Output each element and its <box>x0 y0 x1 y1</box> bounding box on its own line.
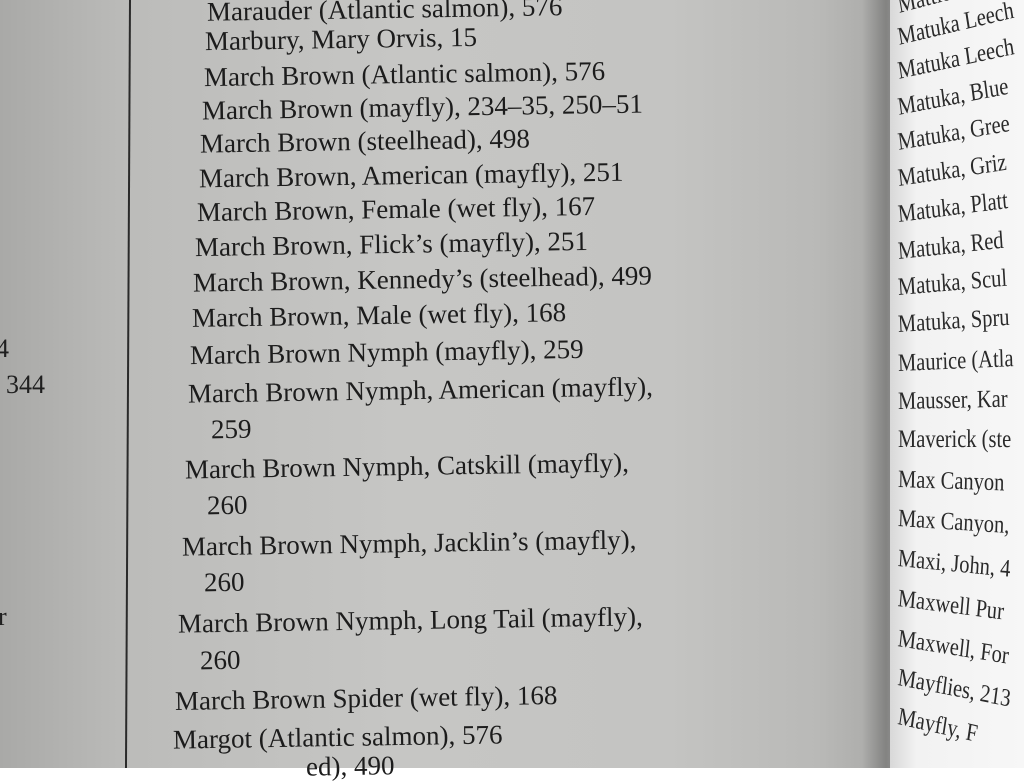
index-entry: Max Canyon, <box>897 505 1011 540</box>
index-entry: March Brown Nymph, American (mayfly), <box>188 371 654 409</box>
index-entry: Matuka, Griz <box>896 148 1008 192</box>
index-entry: Maxi, John, 4 <box>897 545 1012 583</box>
index-entry: ed), 490 <box>171 750 396 784</box>
index-entry: Max Canyon <box>897 466 1005 497</box>
fragment: r <box>0 602 7 631</box>
index-entry: Matuka, Scul <box>897 264 1008 301</box>
index-entry: March Brown, Male (wet fly), 168 <box>191 297 567 333</box>
index-entry: Maxwell Pur <box>896 585 1006 626</box>
index-entry: Marbury, Mary Orvis, 15 <box>205 21 478 57</box>
index-entry: March Brown, Female (wet fly), 167 <box>196 190 596 228</box>
index-entry: March Brown (Atlantic salmon), 576 <box>203 55 605 93</box>
index-entry: March Brown Nymph (mayfly), 259 <box>189 333 584 371</box>
index-entry: 260 <box>206 489 248 521</box>
index-entry: Mausser, Kar <box>897 385 1008 415</box>
fragment: 344 <box>6 370 45 399</box>
index-entry: March Brown Nymph, Jacklin’s (mayfly), <box>181 524 637 562</box>
fragment: 4 <box>0 334 9 363</box>
index-entry: Maurice (Atla <box>897 345 1014 377</box>
index-entry: March Brown, Kennedy’s (steelhead), 499 <box>193 260 653 298</box>
index-entry: March Brown Nymph, Long Tail (mayfly), <box>177 601 644 639</box>
column-rule <box>124 0 131 768</box>
index-entry: 260 <box>200 644 242 676</box>
index-entry: March Brown Nymph, Catskill (mayfly), <box>184 447 630 485</box>
index-entry: 259 <box>210 413 252 445</box>
index-entry: March Brown Spider (wet fly), 168 <box>174 679 558 717</box>
index-entry: March Brown (mayfly), 234–35, 250–51 <box>201 88 644 126</box>
index-entry: 260 <box>203 566 245 598</box>
index-entry: Maverick (ste <box>898 426 1012 453</box>
index-entry: Matuka, Platt <box>896 186 1009 228</box>
index-entry: Matuka, Spru <box>897 303 1011 338</box>
left-book-page: 4 344 r Marauder (Atlantic salmon), 576 M… <box>0 0 890 782</box>
index-entry: Matuka, Red <box>896 226 1005 265</box>
index-entry: Mayfly, F <box>896 703 980 748</box>
index-entry: March Brown, Flick’s (mayfly), 251 <box>194 225 589 263</box>
index-entry: Margot (Atlantic salmon), 576 <box>172 719 503 755</box>
index-entry: Maxwell, For <box>896 625 1011 670</box>
index-entry: March Brown (steelhead), 498 <box>199 123 531 159</box>
index-entry: March Brown, American (mayfly), 251 <box>198 156 624 194</box>
